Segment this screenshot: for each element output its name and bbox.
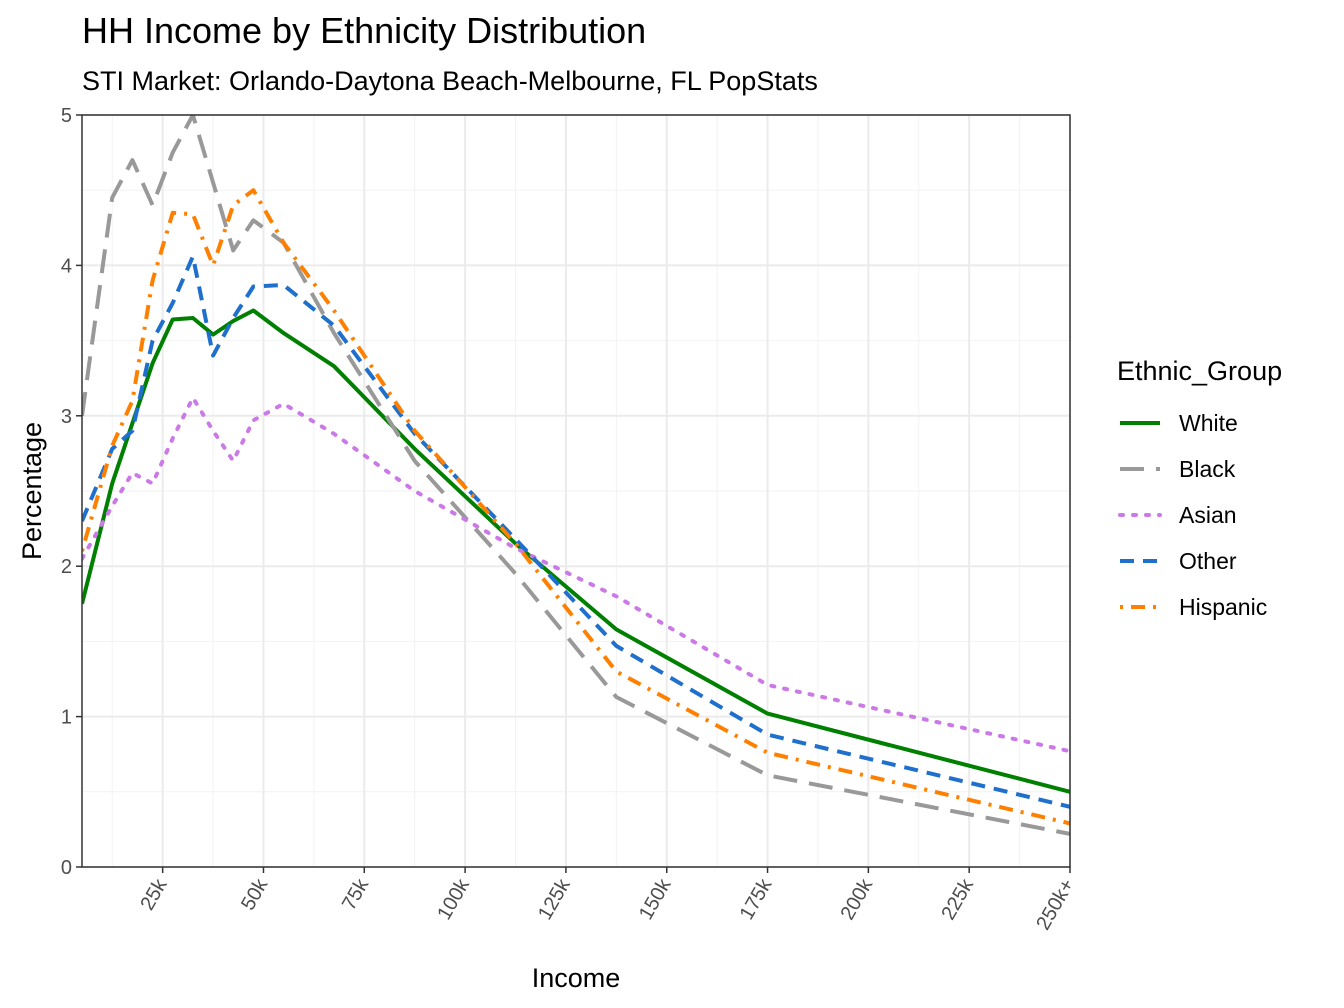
legend-label-white: White bbox=[1179, 410, 1238, 436]
y-tick-label: 0 bbox=[61, 857, 72, 879]
panel-border bbox=[81, 114, 1071, 868]
y-tick-label: 4 bbox=[61, 255, 72, 277]
chart-subtitle: STI Market: Orlando-Daytona Beach-Melbou… bbox=[82, 66, 818, 96]
y-axis-title: Percentage bbox=[17, 422, 47, 560]
y-tick-label: 3 bbox=[61, 406, 72, 428]
y-tick-label: 2 bbox=[61, 556, 72, 578]
legend: Ethnic_Group White Black Asian Other Hispani… bbox=[1117, 356, 1282, 620]
series-line-other bbox=[82, 254, 1070, 809]
series-lines bbox=[82, 115, 1070, 836]
x-axis-title: Income bbox=[532, 963, 621, 993]
legend-label-other: Other bbox=[1179, 548, 1237, 574]
y-tick-label: 5 bbox=[61, 105, 72, 127]
minor-gridlines bbox=[82, 115, 1070, 867]
legend-label-hispanic: Hispanic bbox=[1179, 594, 1267, 620]
y-axis: 0 1 2 3 4 5 bbox=[61, 105, 82, 879]
chart-title: HH Income by Ethnicity Distribution bbox=[82, 10, 646, 51]
series-line-asian bbox=[82, 395, 1070, 754]
legend-title: Ethnic_Group bbox=[1117, 356, 1282, 386]
legend-items: White Black Asian Other Hispanic bbox=[1118, 410, 1267, 620]
plot-area bbox=[81, 114, 1071, 868]
y-tick-label: 1 bbox=[61, 707, 72, 729]
legend-label-asian: Asian bbox=[1179, 502, 1237, 528]
legend-label-black: Black bbox=[1179, 456, 1236, 482]
series-line-hispanic bbox=[82, 188, 1070, 826]
